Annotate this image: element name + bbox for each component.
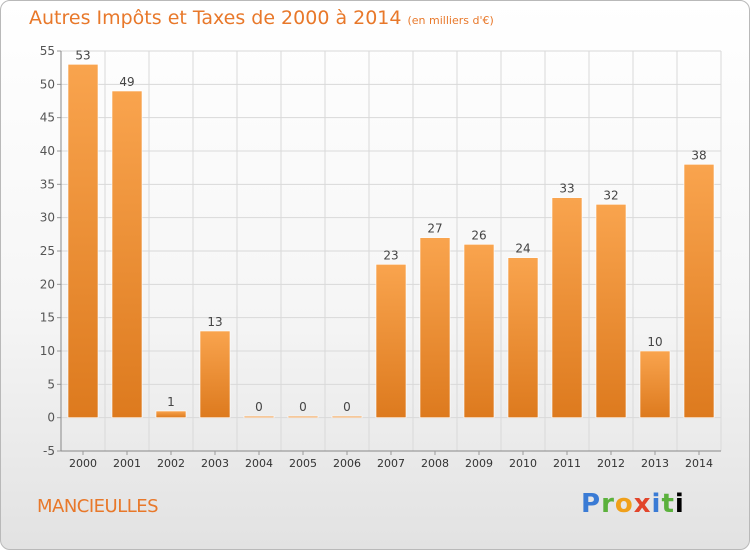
x-tick-label: 2000: [69, 457, 97, 470]
y-tick-label: -5: [43, 444, 55, 458]
bar: [419, 237, 451, 418]
x-tick-label: 2005: [289, 457, 317, 470]
bar: [111, 90, 143, 418]
logo-letter: i: [674, 489, 685, 519]
bar: [595, 204, 627, 418]
x-tick-label: 2007: [377, 457, 405, 470]
data-label: 10: [647, 335, 662, 349]
x-tick-label: 2003: [201, 457, 229, 470]
x-tick-label: 2011: [553, 457, 581, 470]
data-label: 26: [471, 228, 486, 242]
y-tick-label: 25: [40, 244, 55, 258]
bar: [199, 330, 231, 418]
data-label: 13: [207, 315, 222, 329]
bar: [551, 197, 583, 418]
x-tick-label: 2012: [597, 457, 625, 470]
chart-title: Autres Impôts et Taxes de 2000 à 2014 (en…: [29, 7, 494, 29]
data-label: 1: [167, 395, 175, 409]
y-tick-label: 50: [40, 77, 55, 91]
bar: [287, 415, 319, 418]
bar: [375, 264, 407, 418]
bar: [155, 410, 187, 418]
bar: [331, 415, 363, 418]
y-tick-label: 20: [40, 277, 55, 291]
logo-letter: i: [651, 489, 662, 519]
y-tick-label: 30: [40, 211, 55, 225]
y-tick-label: 45: [40, 111, 55, 125]
x-tick-label: 2001: [113, 457, 141, 470]
y-tick-label: 0: [47, 411, 55, 425]
data-label: 38: [691, 148, 706, 162]
bar: [507, 257, 539, 418]
data-label: 32: [603, 188, 618, 202]
x-tick-label: 2010: [509, 457, 537, 470]
data-label: 33: [559, 182, 574, 196]
y-tick-label: 15: [40, 311, 55, 325]
data-label: 0: [343, 400, 351, 414]
x-tick-label: 2013: [641, 457, 669, 470]
x-tick-label: 2004: [245, 457, 273, 470]
x-tick-label: 2002: [157, 457, 185, 470]
x-tick-label: 2008: [421, 457, 449, 470]
logo-letter: x: [633, 489, 652, 519]
proxiti-logo: Proxiti: [581, 489, 685, 519]
x-tick-label: 2006: [333, 457, 361, 470]
bar: [463, 244, 495, 418]
bar: [683, 164, 715, 418]
data-label: 53: [75, 48, 90, 62]
data-label: 49: [119, 75, 134, 89]
bar: [639, 350, 671, 418]
bar: [243, 415, 275, 418]
bars-layer: [67, 64, 715, 418]
logo-letter: o: [614, 489, 634, 519]
x-tick-label: 2009: [465, 457, 493, 470]
data-label: 24: [515, 242, 530, 256]
y-tick-label: 5: [47, 377, 55, 391]
y-tick-label: 35: [40, 177, 55, 191]
data-label: 23: [383, 248, 398, 262]
logo-letter: t: [661, 489, 675, 519]
chart-title-text: Autres Impôts et Taxes de 2000 à 2014: [29, 7, 402, 29]
y-tick-label: 10: [40, 344, 55, 358]
y-tick-label: 40: [40, 144, 55, 158]
logo-letter: r: [601, 489, 615, 519]
commune-name: MANCIEULLES: [37, 496, 159, 517]
y-tick-label: 55: [40, 44, 55, 58]
data-label: 27: [427, 222, 442, 236]
data-label: 0: [255, 400, 263, 414]
chart-unit: (en milliers d'€): [407, 14, 494, 27]
labels-layer: -5 0 5 10 15 20 25 30 35 40 45 50 55 53 2000 49 2001 1 200…: [40, 44, 713, 470]
logo-letter: P: [581, 489, 602, 519]
bar: [67, 64, 99, 418]
x-tick-label: 2014: [685, 457, 713, 470]
data-label: 0: [299, 400, 307, 414]
